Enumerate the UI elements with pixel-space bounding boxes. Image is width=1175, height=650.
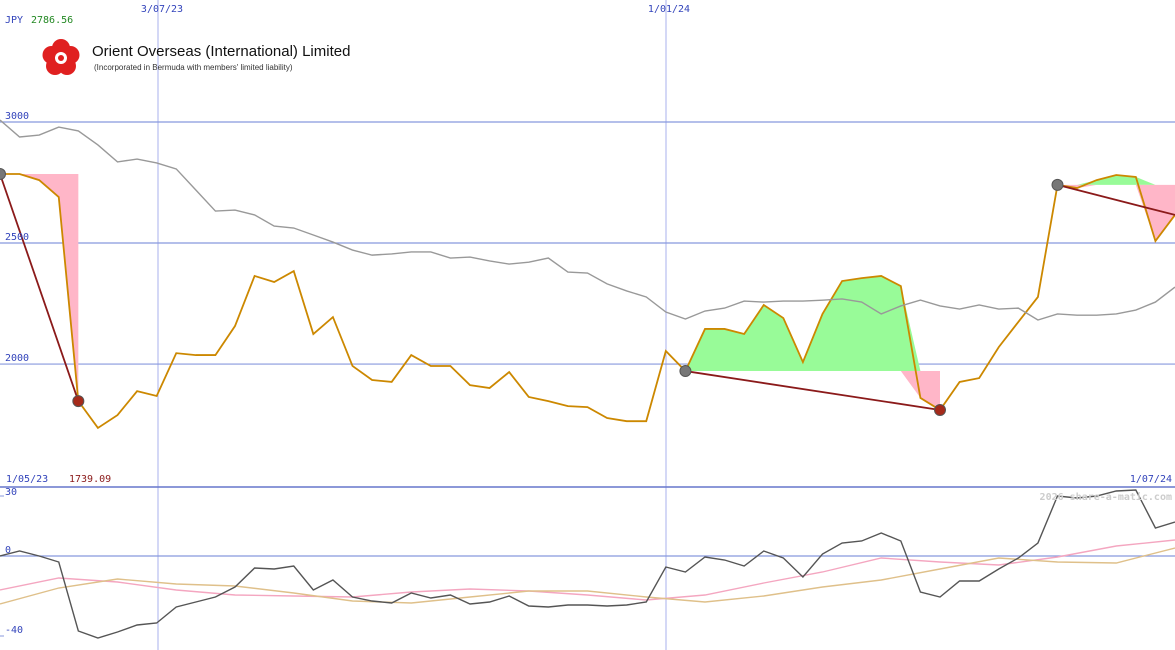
company-title: Orient Overseas (International) Limited — [92, 43, 350, 60]
logo — [42, 39, 80, 75]
y-tick-label: 0 — [5, 545, 11, 556]
currency: JPY — [5, 15, 23, 26]
y-tick-label: 2000 — [5, 353, 29, 364]
loss-area — [0, 174, 79, 402]
y-tick-label: 3000 — [5, 111, 29, 122]
pivot-marker — [0, 168, 6, 181]
date-label: 1/05/23 — [6, 474, 48, 485]
y-tick-label: -40 — [5, 625, 23, 636]
series-line — [0, 489, 1175, 639]
series-line — [0, 119, 1175, 321]
loss-area — [685, 371, 940, 411]
trend-line — [0, 173, 80, 402]
pivot-marker — [72, 395, 85, 408]
low-price: 1739.09 — [69, 474, 111, 485]
date-label: 1/07/24 — [1130, 474, 1172, 485]
date-label: 1/01/24 — [648, 4, 690, 15]
y-tick-label: 2500 — [5, 232, 29, 243]
watermark: 2026 share-a-matic.com — [1040, 491, 1172, 503]
pivot-marker — [679, 365, 692, 378]
pivot-marker — [934, 404, 946, 417]
series-line — [0, 173, 1175, 430]
loss-area — [1057, 184, 1175, 242]
date-label: 3/07/23 — [141, 4, 183, 15]
series-line — [0, 547, 1175, 605]
y-tick-label: 30 — [5, 487, 17, 498]
gain-area — [1057, 175, 1175, 185]
pivot-marker — [1051, 178, 1064, 191]
trend-line — [1057, 184, 1175, 216]
series-line — [0, 539, 1175, 601]
gain-area — [685, 275, 940, 372]
trend-line — [685, 370, 941, 411]
company-subtitle: (Incorporated in Bermuda with members' l… — [94, 63, 293, 72]
last-price: 2786.56 — [31, 15, 73, 26]
